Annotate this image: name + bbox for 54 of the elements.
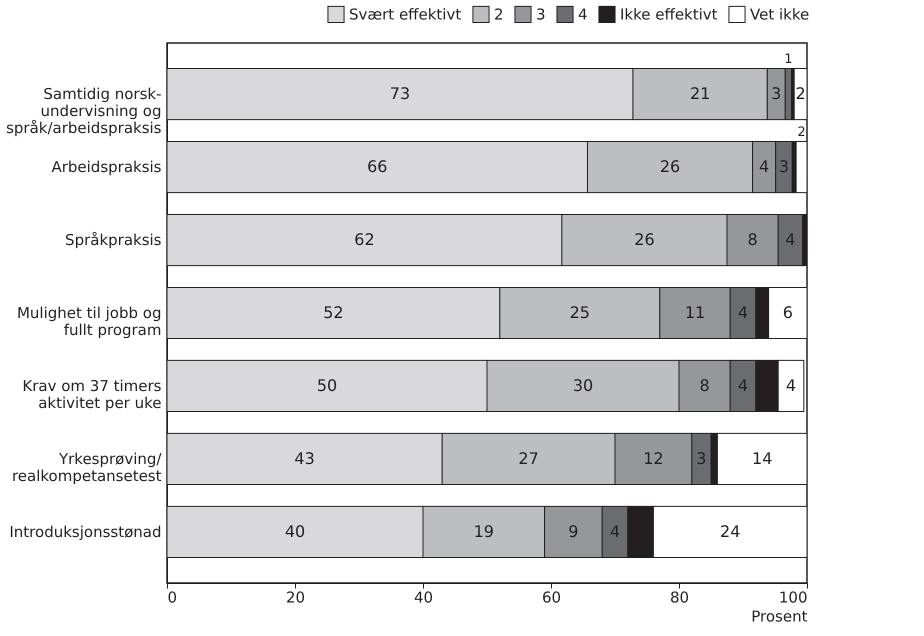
legend-label: 3: [536, 5, 546, 24]
y-tick-label: Mulighet til jobb og fullt program: [16, 304, 162, 339]
data-label: 3: [771, 84, 782, 104]
data-label: 8: [700, 376, 710, 395]
legend-label: Vet ikke: [750, 5, 810, 24]
data-label: 11: [684, 303, 706, 322]
data-label: 21: [690, 84, 710, 104]
data-label: 4: [610, 522, 620, 541]
x-axis-title: Prosent: [751, 608, 808, 626]
legend-label: 4: [578, 5, 588, 24]
x-tick-label: 0: [168, 588, 178, 606]
legend-label: Svært effektivt: [349, 5, 462, 24]
data-label: 30: [572, 376, 594, 395]
data-label: 73: [390, 84, 410, 104]
y-tick-label: Krav om 37 timers aktivitet per uke: [22, 376, 162, 412]
legend-label: 2: [494, 5, 504, 24]
y-tick-label: Arbeidspraksis: [51, 158, 162, 176]
data-label: 4: [738, 303, 748, 322]
data-label: 62: [354, 230, 375, 250]
data-label: 25: [570, 303, 590, 322]
data-label: 24: [720, 522, 740, 541]
data-label: 26: [634, 230, 655, 250]
data-label: 9: [568, 522, 578, 541]
data-label: 1: [784, 52, 793, 68]
x-tick-label: 80: [670, 588, 690, 606]
x-tick-label: 100: [778, 588, 808, 606]
y-tick-label: Yrkesprøving/ realkompetansetest: [12, 450, 162, 485]
data-label: 19: [474, 522, 494, 541]
data-label: 4: [759, 157, 770, 176]
x-tick-label: 60: [542, 588, 562, 606]
data-label: 50: [316, 376, 338, 395]
data-label: 8: [748, 230, 758, 250]
data-label: 12: [643, 448, 664, 468]
data-label: 4: [738, 376, 748, 395]
y-tick-label: Språkpraksis: [65, 231, 162, 250]
data-label: 52: [323, 303, 344, 322]
data-label: 14: [752, 448, 772, 468]
data-label: 2: [797, 125, 806, 140]
data-label: 27: [518, 448, 539, 468]
data-label: 26: [660, 157, 680, 176]
data-label: 4: [786, 376, 796, 395]
x-tick-label: 20: [286, 588, 306, 606]
data-label: 3: [778, 157, 790, 176]
y-tick-label: Samtidig norsk- undervisning og språk/arbeidspraksis: [6, 85, 162, 138]
data-label: 43: [294, 448, 315, 468]
data-label: 40: [284, 522, 306, 541]
data-label: 3: [696, 448, 706, 468]
legend-label: Ikke effektivt: [620, 5, 718, 24]
y-tick-label: Introduksjonsstønad: [9, 522, 162, 541]
x-tick-label: 40: [414, 588, 434, 606]
data-label: 2: [796, 84, 806, 104]
data-label: 6: [782, 303, 793, 322]
data-label: 66: [367, 157, 388, 176]
data-label: 4: [785, 230, 796, 250]
